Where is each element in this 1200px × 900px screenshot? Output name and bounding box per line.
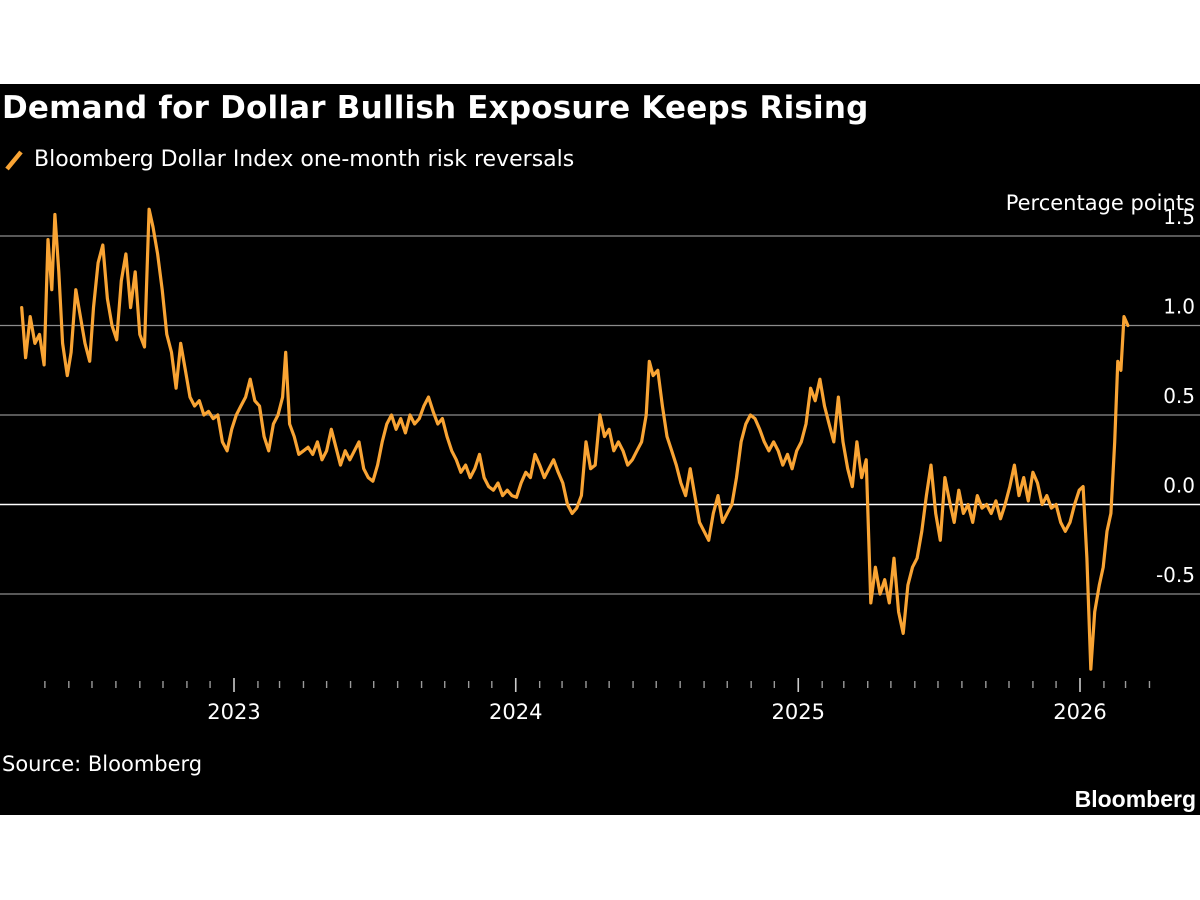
x-tick-label: 2025 <box>772 700 825 724</box>
line-chart: 1.5 1.0 0.5 0.0 -0.5 Percentage points 2023 202… <box>0 191 1200 724</box>
y-tick-label: -0.5 <box>1156 563 1195 587</box>
source-note: Source: Bloomberg <box>2 752 203 776</box>
x-tick-label: 2024 <box>489 700 542 724</box>
legend: Bloomberg Dollar Index one-month risk re… <box>4 144 574 174</box>
x-tick-label: 2026 <box>1053 700 1106 724</box>
chart-title: Demand for Dollar Bullish Exposure Keeps… <box>2 90 869 126</box>
chart-panel: Demand for Dollar Bullish Exposure Keeps… <box>0 84 1200 815</box>
y-tick-label: 1.5 <box>1163 205 1195 229</box>
x-tick-label: 2023 <box>207 700 260 724</box>
legend-swatch <box>5 150 23 171</box>
bloomberg-logo: Bloomberg <box>1074 786 1196 812</box>
legend-label: Bloomberg Dollar Index one-month risk re… <box>34 146 575 172</box>
series-line <box>20 207 1130 671</box>
y-axis-title: Percentage points <box>1006 191 1195 215</box>
y-tick-label: 0.5 <box>1163 384 1195 408</box>
y-tick-label: 0.0 <box>1163 474 1195 498</box>
y-tick-label: 1.0 <box>1163 295 1195 319</box>
